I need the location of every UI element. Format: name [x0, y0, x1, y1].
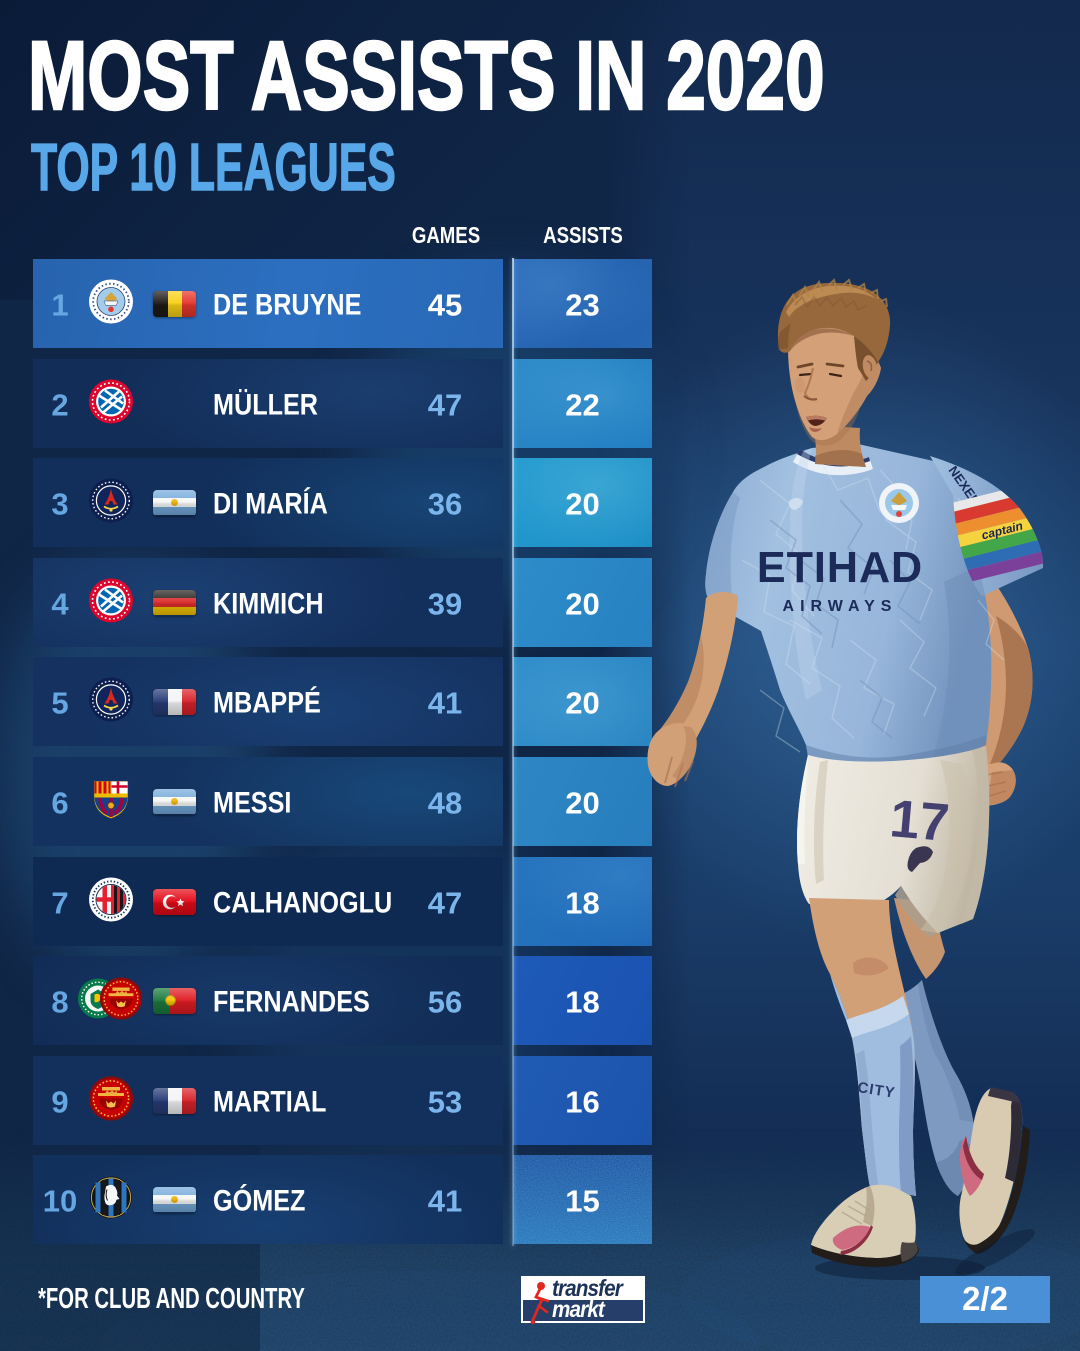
svg-text:17: 17 [888, 789, 952, 853]
svg-text:CITY: CITY [856, 1079, 896, 1102]
svg-text:AIRWAYS: AIRWAYS [783, 598, 898, 615]
svg-text:ETIHAD: ETIHAD [757, 544, 923, 592]
